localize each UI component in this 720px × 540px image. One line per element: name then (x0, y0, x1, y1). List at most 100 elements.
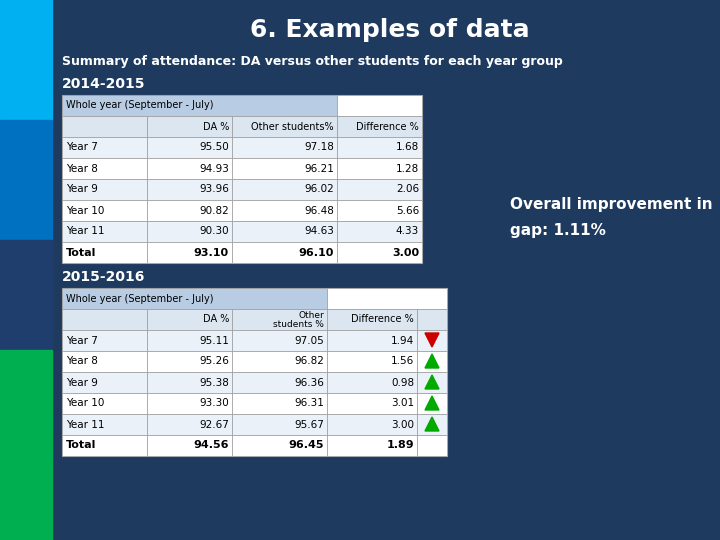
Text: 96.36: 96.36 (294, 377, 324, 388)
Bar (147, 330, 232, 351)
Text: 2015-2016: 2015-2016 (62, 270, 145, 284)
Text: DA %: DA % (202, 314, 229, 325)
Bar (62, 309, 147, 330)
Text: Year 9: Year 9 (66, 185, 98, 194)
Bar (417, 372, 447, 393)
Text: 1.94: 1.94 (391, 335, 414, 346)
Text: 5.66: 5.66 (396, 206, 419, 215)
Text: 96.10: 96.10 (299, 247, 334, 258)
Bar (337, 158, 422, 179)
Bar (147, 393, 232, 414)
Bar (327, 309, 417, 330)
Text: 93.10: 93.10 (194, 247, 229, 258)
Polygon shape (425, 375, 439, 389)
Text: students %: students % (273, 320, 324, 329)
Bar (232, 330, 327, 351)
Bar (62, 137, 147, 158)
Text: 97.05: 97.05 (294, 335, 324, 346)
Text: 93.30: 93.30 (199, 399, 229, 408)
Bar (337, 221, 422, 242)
Bar (62, 351, 147, 372)
Text: Difference %: Difference % (351, 314, 414, 325)
Text: 95.67: 95.67 (294, 420, 324, 429)
Bar (147, 435, 232, 456)
Bar (62, 242, 147, 263)
Bar (0, 240, 52, 350)
Polygon shape (425, 417, 439, 431)
Text: 1.28: 1.28 (396, 164, 419, 173)
Text: Year 8: Year 8 (66, 164, 98, 173)
Text: 1.56: 1.56 (391, 356, 414, 367)
Bar (147, 200, 232, 221)
Bar (0, 120, 52, 240)
Text: Year 11: Year 11 (66, 226, 104, 237)
Bar (232, 179, 337, 200)
Text: 3.00: 3.00 (392, 247, 419, 258)
Bar (62, 414, 147, 435)
Polygon shape (425, 333, 439, 347)
Bar (62, 95, 422, 263)
Bar (232, 351, 327, 372)
Bar (147, 179, 232, 200)
Text: Year 8: Year 8 (66, 356, 98, 367)
Bar (147, 242, 232, 263)
Bar (62, 288, 447, 456)
Text: Summary of attendance: DA versus other students for each year group: Summary of attendance: DA versus other s… (62, 56, 563, 69)
Bar (327, 372, 417, 393)
Text: 95.11: 95.11 (199, 335, 229, 346)
Bar (147, 221, 232, 242)
Text: Difference %: Difference % (356, 122, 419, 132)
Bar (232, 116, 337, 137)
Text: Total: Total (66, 247, 96, 258)
Text: gap: 1.11%: gap: 1.11% (510, 222, 606, 238)
Bar (337, 200, 422, 221)
Text: 90.30: 90.30 (199, 226, 229, 237)
Bar (337, 95, 422, 116)
Bar (327, 435, 417, 456)
Bar (417, 330, 447, 351)
Text: 0.98: 0.98 (391, 377, 414, 388)
Polygon shape (425, 396, 439, 410)
Text: DA %: DA % (202, 122, 229, 132)
Text: Other students%: Other students% (251, 122, 334, 132)
Bar (327, 288, 447, 309)
Text: Year 10: Year 10 (66, 206, 104, 215)
Text: 95.26: 95.26 (199, 356, 229, 367)
Bar (62, 372, 147, 393)
Bar (232, 414, 327, 435)
Bar (417, 309, 447, 330)
Bar (232, 393, 327, 414)
Bar (327, 414, 417, 435)
Text: 96.82: 96.82 (294, 356, 324, 367)
Bar (0, 350, 52, 540)
Bar (62, 158, 147, 179)
Bar (417, 414, 447, 435)
Text: 93.96: 93.96 (199, 185, 229, 194)
Text: 94.93: 94.93 (199, 164, 229, 173)
Text: 92.67: 92.67 (199, 420, 229, 429)
Bar (232, 435, 327, 456)
Text: Year 11: Year 11 (66, 420, 104, 429)
Bar (62, 288, 327, 309)
Bar (417, 435, 447, 456)
Bar (62, 330, 147, 351)
Text: 96.21: 96.21 (304, 164, 334, 173)
Text: Year 10: Year 10 (66, 399, 104, 408)
Bar (147, 116, 232, 137)
Bar (232, 372, 327, 393)
Text: Year 7: Year 7 (66, 143, 98, 152)
Text: Overall improvement in: Overall improvement in (510, 198, 713, 213)
Text: 3.00: 3.00 (391, 420, 414, 429)
Text: Whole year (September - July): Whole year (September - July) (66, 100, 214, 111)
Text: 96.45: 96.45 (289, 441, 324, 450)
Bar (232, 137, 337, 158)
Bar (232, 221, 337, 242)
Bar (62, 116, 147, 137)
Text: 94.63: 94.63 (304, 226, 334, 237)
Text: 96.02: 96.02 (305, 185, 334, 194)
Bar (147, 372, 232, 393)
Bar (337, 116, 422, 137)
Text: 1.68: 1.68 (396, 143, 419, 152)
Text: 4.33: 4.33 (396, 226, 419, 237)
Text: 2014-2015: 2014-2015 (62, 77, 145, 91)
